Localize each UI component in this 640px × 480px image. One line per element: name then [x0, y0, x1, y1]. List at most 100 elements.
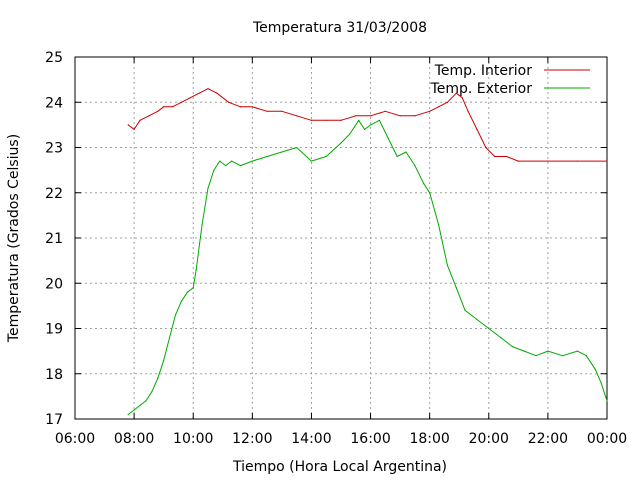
data-point [251, 106, 253, 108]
data-point [429, 110, 431, 112]
data-point [157, 377, 159, 379]
chart-title: Temperatura 31/03/2008 [252, 20, 427, 36]
data-point [399, 115, 401, 117]
x-tick-label: 00:00 [587, 431, 627, 447]
data-point [562, 355, 564, 357]
series-points-temp-interior [127, 88, 608, 162]
data-point [133, 409, 135, 411]
data-point [355, 115, 357, 117]
data-point [157, 110, 159, 112]
data-point [437, 106, 440, 108]
data-point [494, 155, 496, 158]
data-point [429, 192, 431, 194]
x-tick-label: 22:00 [528, 431, 568, 447]
data-point [310, 119, 313, 121]
data-point [133, 128, 135, 130]
x-tick-label: 10:00 [173, 431, 213, 447]
data-point [600, 382, 602, 384]
x-tick-label: 14:00 [291, 431, 331, 447]
y-tick-label: 23 [45, 141, 63, 157]
y-axis-label: Temperatura (Grados Celsius) [6, 134, 22, 343]
y-tick-label: 25 [45, 50, 63, 66]
data-point [266, 155, 268, 158]
data-point [585, 355, 587, 357]
data-point [523, 350, 525, 352]
data-point [163, 359, 165, 361]
data-point [387, 137, 389, 140]
data-point [446, 264, 448, 266]
data-point [369, 115, 372, 117]
data-point [606, 400, 608, 402]
data-point [127, 124, 129, 126]
y-tick-label: 18 [45, 367, 63, 383]
data-point [340, 119, 342, 121]
legend-label-temp-exterior: Temp. Exterior [430, 81, 533, 97]
data-point [207, 187, 209, 189]
data-point [163, 106, 165, 108]
data-point [239, 165, 242, 167]
data-point [310, 160, 313, 162]
data-point [281, 110, 283, 112]
data-point [464, 309, 466, 311]
y-tick-label: 20 [45, 276, 63, 292]
data-point [500, 336, 502, 339]
axis-ticks: 06:00 08:00 10:00 12:00 14:00 16:00 18:00 20:00… [45, 50, 627, 447]
data-point [606, 160, 608, 162]
data-point [476, 318, 478, 321]
data-point [168, 336, 171, 339]
data-point [139, 119, 141, 121]
data-point [198, 92, 200, 94]
data-point [251, 160, 253, 162]
data-point [405, 151, 407, 153]
y-tick-label: 17 [45, 412, 63, 428]
y-tick-label: 22 [45, 186, 63, 202]
data-point [437, 223, 440, 226]
data-point [455, 92, 457, 94]
data-point [511, 346, 514, 348]
data-point [180, 101, 182, 103]
data-point [207, 88, 209, 90]
y-tick-label: 21 [45, 231, 63, 247]
data-point [485, 146, 487, 149]
data-point [325, 155, 327, 158]
data-point [139, 404, 141, 407]
data-point [378, 119, 381, 121]
data-point [192, 287, 194, 289]
data-point [145, 400, 147, 402]
data-point [467, 110, 469, 112]
x-axis-label: Tiempo (Hora Local Argentina) [232, 459, 447, 475]
data-point [446, 101, 448, 103]
data-point [151, 391, 153, 393]
data-point [201, 223, 203, 226]
data-point [266, 110, 268, 112]
data-point [364, 128, 366, 130]
data-point [547, 160, 549, 162]
data-point [228, 101, 230, 103]
data-point [517, 160, 519, 162]
data-point [369, 124, 372, 126]
data-point [396, 155, 398, 158]
data-point [186, 291, 188, 293]
data-point [148, 115, 150, 117]
data-point [195, 269, 197, 271]
data-point [414, 115, 416, 117]
y-tick-label: 24 [45, 95, 63, 111]
y-tick-label: 19 [45, 322, 63, 338]
data-point [414, 165, 416, 167]
data-point [476, 128, 478, 130]
data-point [231, 160, 233, 162]
data-point [219, 160, 221, 162]
data-point [594, 368, 596, 370]
data-point [505, 155, 508, 158]
data-point [127, 413, 129, 416]
series-line-temp-interior [127, 88, 607, 162]
data-point [174, 314, 177, 316]
data-point [547, 350, 549, 352]
legend: Temp. Interior Temp. Exterior [430, 63, 590, 97]
data-point [488, 327, 490, 330]
x-tick-label: 20:00 [469, 431, 509, 447]
grid [75, 57, 607, 419]
x-tick-label: 18:00 [409, 431, 449, 447]
